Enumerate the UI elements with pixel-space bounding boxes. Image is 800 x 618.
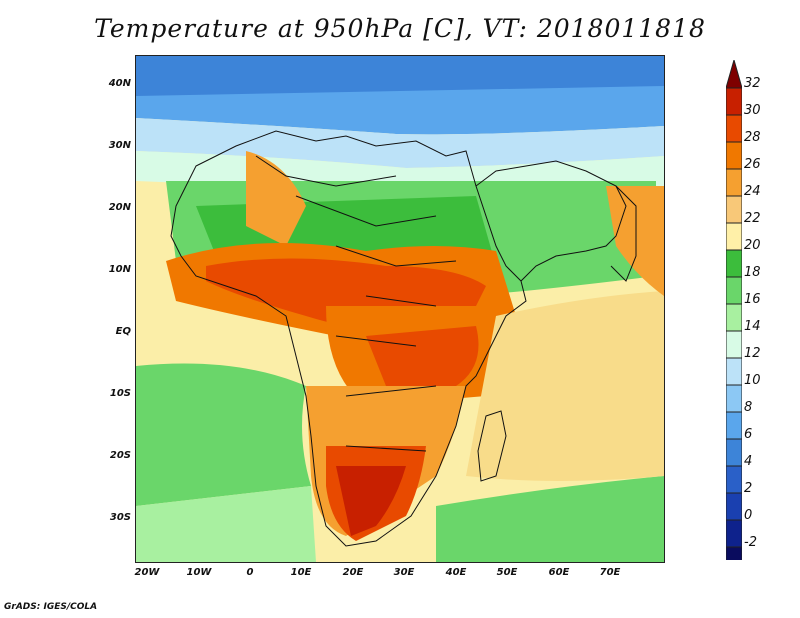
colorbar-label: 32 <box>744 76 761 91</box>
lat-label: 20S <box>109 450 131 461</box>
indian-green <box>436 476 664 562</box>
lon-label: 40E <box>445 567 467 578</box>
colorbar-cell <box>726 303 742 332</box>
colorbar-label: 30 <box>744 103 761 118</box>
lon-label: 70E <box>599 567 621 578</box>
lat-label: 30N <box>108 140 131 151</box>
colorbar-label: 14 <box>744 319 761 334</box>
map-title: Temperature at 950hPa [C], VT: 201801181… <box>94 14 706 43</box>
lat-label: EQ <box>115 326 131 337</box>
colorbar-cell <box>726 519 742 548</box>
colorbar-cell <box>726 87 742 116</box>
colorbar-cell <box>726 465 742 494</box>
colorbar-label: 8 <box>744 400 753 415</box>
colorbar-cell <box>726 276 742 305</box>
colorbar-label: 20 <box>744 238 761 253</box>
colorbar-label: 4 <box>744 454 753 469</box>
colorbar-cell <box>726 546 742 560</box>
lon-label: 10E <box>290 567 312 578</box>
temperature-field <box>136 56 664 562</box>
central-hot <box>366 326 479 386</box>
lon-label: 10W <box>186 567 212 578</box>
colorbar-label: 28 <box>744 130 761 145</box>
colorbar-label: 10 <box>744 373 761 388</box>
lat-label: 10N <box>108 264 131 275</box>
temperature-map <box>135 55 665 563</box>
coastlines <box>170 130 637 547</box>
colorbar-cell <box>726 357 742 386</box>
colorbar-label: 24 <box>744 184 761 199</box>
lon-label: 30E <box>393 567 415 578</box>
colorbar-cell <box>726 114 742 143</box>
colorbar-label: -2 <box>744 535 757 550</box>
colorbar-cell <box>726 438 742 467</box>
colorbar <box>726 60 742 560</box>
colorbar-label: 0 <box>744 508 753 523</box>
lat-label: 40N <box>108 78 131 89</box>
indian-warm <box>466 291 664 481</box>
colorbar-cell <box>726 141 742 170</box>
colorbar-cell <box>726 411 742 440</box>
india-hot <box>606 186 664 296</box>
colorbar-cell <box>726 330 742 359</box>
lat-label: 10S <box>109 388 131 399</box>
colorbar-label: 22 <box>744 211 761 226</box>
atlantic-light <box>136 486 316 562</box>
lon-label: 20W <box>134 567 160 578</box>
lon-label: 50E <box>496 567 518 578</box>
footer-credit: GrADS: IGES/COLA <box>4 602 98 612</box>
colorbar-cell <box>726 492 742 521</box>
colorbar-cell <box>726 222 742 251</box>
colorbar-cell <box>726 249 742 278</box>
atlantic-green <box>136 363 311 506</box>
colorbar-label: 2 <box>744 481 753 496</box>
lat-label: 30S <box>109 512 131 523</box>
band-cold <box>136 86 664 135</box>
colorbar-top-arrow <box>726 60 742 89</box>
lon-label: 0 <box>246 567 254 578</box>
south-deep <box>336 466 406 536</box>
colorbar-label: 26 <box>744 157 761 172</box>
colorbar-cell <box>726 384 742 413</box>
colorbar-cells <box>726 60 742 560</box>
colorbar-label: 12 <box>744 346 761 361</box>
colorbar-cell <box>726 168 742 197</box>
colorbar-cell <box>726 195 742 224</box>
lon-label: 60E <box>548 567 570 578</box>
colorbar-label: 16 <box>744 292 761 307</box>
sahara-hot <box>246 151 306 246</box>
lon-label: 20E <box>342 567 364 578</box>
colorbar-label: 18 <box>744 265 761 280</box>
lat-label: 20N <box>108 202 131 213</box>
colorbar-label: 6 <box>744 427 753 442</box>
